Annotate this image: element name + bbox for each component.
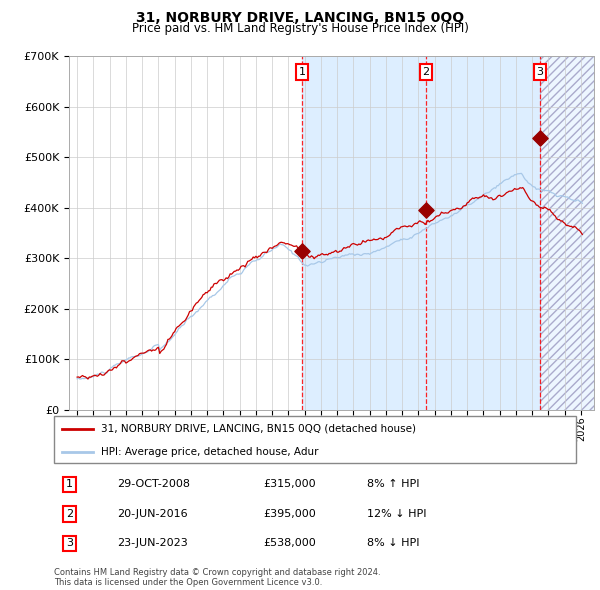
Text: 1: 1 — [66, 480, 73, 489]
Text: 12% ↓ HPI: 12% ↓ HPI — [367, 509, 427, 519]
Text: 20-JUN-2016: 20-JUN-2016 — [116, 509, 187, 519]
Text: 2: 2 — [422, 67, 430, 77]
Text: 3: 3 — [536, 67, 544, 77]
Text: £538,000: £538,000 — [263, 539, 316, 548]
Text: HPI: Average price, detached house, Adur: HPI: Average price, detached house, Adur — [101, 447, 319, 457]
Bar — [302, 56, 540, 410]
Text: £395,000: £395,000 — [263, 509, 316, 519]
Text: £315,000: £315,000 — [263, 480, 316, 489]
Text: 23-JUN-2023: 23-JUN-2023 — [116, 539, 187, 548]
Point — [297, 246, 307, 255]
Text: 31, NORBURY DRIVE, LANCING, BN15 0QQ: 31, NORBURY DRIVE, LANCING, BN15 0QQ — [136, 11, 464, 25]
Text: 29-OCT-2008: 29-OCT-2008 — [116, 480, 190, 489]
Point — [421, 205, 431, 215]
Text: 3: 3 — [66, 539, 73, 548]
Bar — [540, 56, 594, 410]
Text: 8% ↑ HPI: 8% ↑ HPI — [367, 480, 420, 489]
Bar — [540, 56, 594, 410]
Point — [535, 133, 545, 143]
Text: 31, NORBURY DRIVE, LANCING, BN15 0QQ (detached house): 31, NORBURY DRIVE, LANCING, BN15 0QQ (de… — [101, 424, 416, 434]
Text: 1: 1 — [298, 67, 305, 77]
Text: 2: 2 — [66, 509, 73, 519]
Text: 8% ↓ HPI: 8% ↓ HPI — [367, 539, 420, 548]
Text: Contains HM Land Registry data © Crown copyright and database right 2024.
This d: Contains HM Land Registry data © Crown c… — [54, 568, 380, 587]
FancyBboxPatch shape — [54, 416, 576, 463]
Text: Price paid vs. HM Land Registry's House Price Index (HPI): Price paid vs. HM Land Registry's House … — [131, 22, 469, 35]
